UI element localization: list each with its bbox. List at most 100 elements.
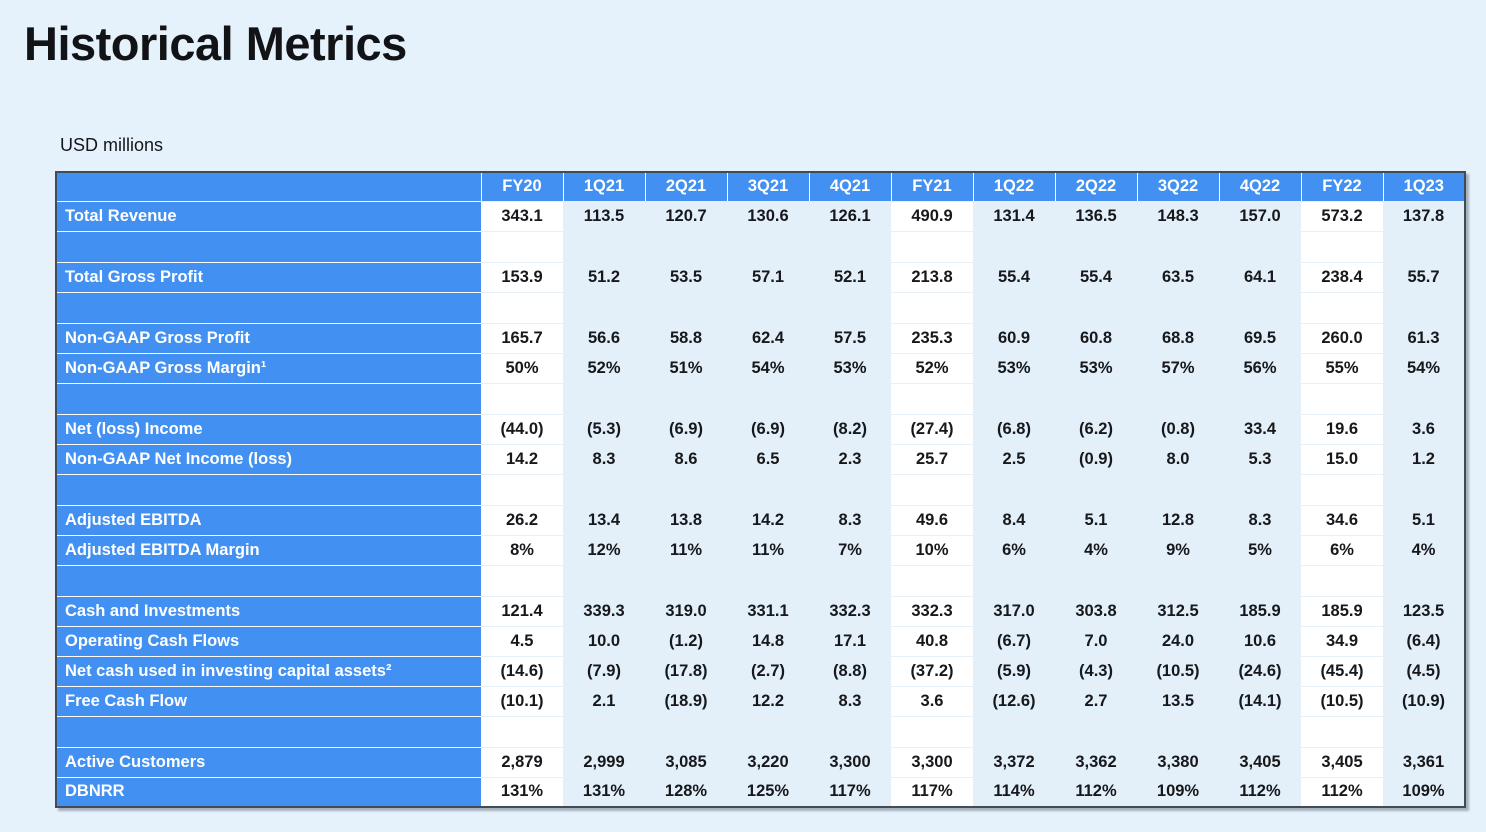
spacer-cell [1055,291,1137,323]
spacer-cell [1301,473,1383,505]
spacer-cell [1383,230,1465,262]
data-cell: 53% [1055,352,1137,383]
spacer-row [56,473,1465,505]
spacer-cell [645,230,727,262]
spacer-cell [1301,564,1383,596]
data-cell: 10.0 [563,625,645,656]
spacer-cell [973,715,1055,747]
column-header: 2Q22 [1054,172,1137,201]
spacer-cell [973,473,1055,505]
data-cell: 331.1 [727,595,809,626]
data-cell: 62.4 [727,322,809,353]
data-cell: 235.3 [891,322,973,353]
data-cell: 113.5 [563,200,645,231]
row-label: Net cash used in investing capital asset… [56,655,481,686]
data-cell: 4% [1383,534,1465,565]
spacer-cell [727,715,809,747]
column-header: 4Q22 [1218,172,1301,201]
data-cell: 3,300 [809,746,891,777]
data-cell: (10.5) [1301,685,1383,716]
data-cell: (37.2) [891,655,973,686]
row-label: Non-GAAP Gross Margin¹ [56,352,481,383]
column-header: 4Q21 [808,172,891,201]
data-cell: 60.8 [1055,322,1137,353]
data-cell: 3,380 [1137,746,1219,777]
data-cell: (24.6) [1219,655,1301,686]
data-cell: 11% [645,534,727,565]
data-cell: (10.1) [481,685,563,716]
spacer-cell [973,382,1055,414]
row-label: Non-GAAP Net Income (loss) [56,443,481,474]
data-cell: (1.2) [645,625,727,656]
spacer-cell [973,291,1055,323]
data-cell: 5.1 [1055,504,1137,535]
spacer-cell [1137,291,1219,323]
metrics-table: FY20 1Q21 2Q21 3Q21 4Q21 FY21 1Q22 2Q22 3Q22 4Q22… [55,171,1466,808]
spacer-label-cell [56,473,481,505]
data-cell: 13.5 [1137,685,1219,716]
data-cell: 57.1 [727,261,809,292]
spacer-cell [1055,230,1137,262]
spacer-cell [481,564,563,596]
data-cell: (4.5) [1383,655,1465,686]
spacer-cell [1301,382,1383,414]
data-cell: 3,300 [891,746,973,777]
spacer-cell [563,564,645,596]
spacer-cell [1137,382,1219,414]
data-cell: 3.6 [891,685,973,716]
spacer-row [56,564,1465,596]
data-cell: 8.3 [1219,504,1301,535]
data-cell: 3,361 [1383,746,1465,777]
data-cell: 14.8 [727,625,809,656]
table-row: Non-GAAP Gross Margin¹ 50% 52% 51% 54% 53% 52%… [56,352,1465,383]
row-label: DBNRR [56,776,481,807]
table-body: Total Revenue 343.1 113.5 120.7 130.6 126.1 49… [56,200,1465,807]
column-header: 1Q23 [1382,172,1465,201]
data-cell: 114% [973,776,1055,807]
data-cell: 260.0 [1301,322,1383,353]
spacer-cell [1219,230,1301,262]
spacer-cell [891,291,973,323]
data-cell: 61.3 [1383,322,1465,353]
table-row: Operating Cash Flows 4.5 10.0 (1.2) 14.8 17.1… [56,625,1465,656]
data-cell: 312.5 [1137,595,1219,626]
spacer-cell [1137,473,1219,505]
spacer-cell [1137,230,1219,262]
data-cell: 185.9 [1219,595,1301,626]
table-row: Free Cash Flow (10.1) 2.1 (18.9) 12.2 8.3 3.6(… [56,685,1465,716]
spacer-cell [1301,291,1383,323]
data-cell: 56% [1219,352,1301,383]
spacer-cell [645,564,727,596]
spacer-cell [727,291,809,323]
spacer-cell [809,382,891,414]
spacer-cell [727,564,809,596]
data-cell: 343.1 [481,200,563,231]
data-cell: 109% [1137,776,1219,807]
data-cell: 8.4 [973,504,1055,535]
table-row: Total Revenue 343.1 113.5 120.7 130.6 126.1 49… [56,200,1465,231]
data-cell: 8.3 [563,443,645,474]
data-cell: 157.0 [1219,200,1301,231]
row-label: Operating Cash Flows [56,625,481,656]
spacer-cell [481,473,563,505]
data-cell: 12.2 [727,685,809,716]
data-cell: 121.4 [481,595,563,626]
spacer-cell [1055,715,1137,747]
row-label: Net (loss) Income [56,413,481,444]
spacer-cell [481,715,563,747]
data-cell: 13.8 [645,504,727,535]
data-cell: 64.1 [1219,261,1301,292]
data-cell: 69.5 [1219,322,1301,353]
data-cell: 109% [1383,776,1465,807]
data-cell: 317.0 [973,595,1055,626]
data-cell: 10.6 [1219,625,1301,656]
data-cell: 238.4 [1301,261,1383,292]
data-cell: 573.2 [1301,200,1383,231]
data-cell: 6% [1301,534,1383,565]
spacer-cell [645,473,727,505]
spacer-cell [1383,715,1465,747]
data-cell: (2.7) [727,655,809,686]
data-cell: 8.3 [809,504,891,535]
data-cell: 339.3 [563,595,645,626]
